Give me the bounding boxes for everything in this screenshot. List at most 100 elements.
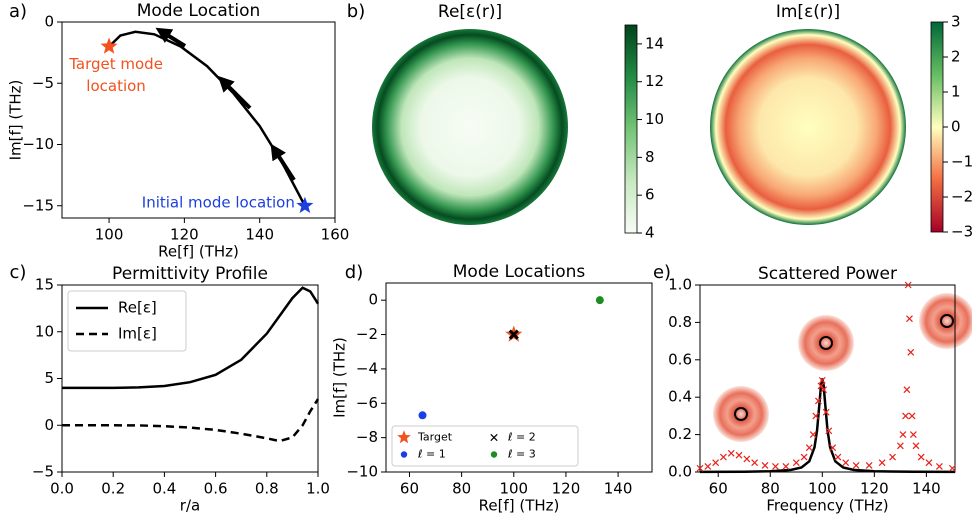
x-marker xyxy=(817,382,825,390)
x-marker xyxy=(829,444,837,452)
legend-label: ℓ = 3 xyxy=(507,448,536,461)
x-marker xyxy=(812,412,820,420)
y-tick-label: 10 xyxy=(35,322,54,340)
y-tick-label: 1.0 xyxy=(668,276,692,294)
colorbar-tick-label: 10 xyxy=(645,110,664,128)
x-marker xyxy=(825,427,833,435)
colorbar xyxy=(930,21,944,233)
x-tick-label: 60 xyxy=(400,480,419,498)
circle-marker xyxy=(595,296,604,305)
annotation: Target mode xyxy=(68,55,163,73)
x-marker xyxy=(818,376,826,384)
x-marker xyxy=(772,462,779,470)
legend-marker xyxy=(397,430,411,444)
x-marker xyxy=(896,442,904,450)
plot-frame xyxy=(61,21,336,219)
inset-ring xyxy=(819,336,833,350)
x-marker xyxy=(782,462,790,470)
y-axis-label: Im[f] (THz) xyxy=(331,337,349,418)
y-tick-label: 0.0 xyxy=(668,463,692,481)
x-marker xyxy=(902,412,909,420)
colorbar-tick-label: 2 xyxy=(951,48,961,66)
x-marker xyxy=(814,397,822,405)
y-tick-label: 15 xyxy=(35,276,54,294)
x-marker xyxy=(792,459,800,467)
series-line xyxy=(62,286,320,390)
colorbar-tick-label: −3 xyxy=(951,223,972,241)
y-tick-label: 0 xyxy=(44,416,54,434)
x-marker xyxy=(719,453,727,461)
y-tick-label: −5 xyxy=(32,74,54,92)
legend-label: Target xyxy=(417,431,453,444)
y-tick-label: −4 xyxy=(356,359,378,377)
x-marker xyxy=(735,451,743,459)
chart-title: Mode Locations xyxy=(453,262,586,282)
y-tick-label: −6 xyxy=(356,394,378,412)
series-line xyxy=(62,398,320,443)
x-tick-label: 80 xyxy=(452,480,471,498)
field-inset xyxy=(798,315,854,371)
field-insets xyxy=(713,293,972,442)
x-tick-label: 0.2 xyxy=(101,480,125,498)
x-tick-label: 120 xyxy=(552,480,581,498)
direction-arrows xyxy=(155,27,296,182)
legend-label: ℓ = 2 xyxy=(507,431,536,444)
panel-label: e) xyxy=(653,262,671,283)
x-marker xyxy=(948,464,956,472)
chart-title: Scattered Power xyxy=(758,264,897,284)
legend-label: Re[ε] xyxy=(118,299,157,317)
x-tick-label: 80 xyxy=(761,480,780,498)
chart-title: Im[ε(r)] xyxy=(776,2,840,22)
x-marker xyxy=(903,386,911,394)
y-tick-label: −15 xyxy=(22,196,54,214)
legend-marker xyxy=(400,451,408,458)
x-marker xyxy=(906,315,913,323)
y-tick-label: −8 xyxy=(356,428,378,446)
x-axis-label: Frequency (THz) xyxy=(766,497,888,515)
colorbar-tick-label: 12 xyxy=(645,72,664,90)
colorbar-tick-label: −2 xyxy=(951,188,972,206)
chart-title: Permittivity Profile xyxy=(112,264,268,284)
x-marker xyxy=(751,459,759,467)
legend-box xyxy=(391,425,579,467)
chart-title: Mode Location xyxy=(137,1,261,21)
x-marker xyxy=(820,386,828,394)
y-tick-label: 0.6 xyxy=(668,350,692,368)
x-marker xyxy=(805,444,813,452)
plot-frame xyxy=(385,282,653,473)
x-tick-label: 120 xyxy=(860,480,889,498)
colorbar-tick-label: −1 xyxy=(951,153,972,171)
y-tick-label: 0.4 xyxy=(668,388,692,406)
heatmap-disk xyxy=(372,29,568,225)
x-marker xyxy=(727,449,735,457)
x-marker xyxy=(878,459,886,467)
circle-marker xyxy=(418,411,427,420)
colorbar-tick-label: 0 xyxy=(951,118,961,136)
y-tick-label: 0.2 xyxy=(668,425,692,443)
x-tick-label: 0.8 xyxy=(255,480,279,498)
legend-label: Im[ε] xyxy=(118,325,157,343)
x-tick-label: 140 xyxy=(604,480,633,498)
x-marker xyxy=(743,455,751,463)
x-tick-label: 1.0 xyxy=(306,480,330,498)
x-tick-label: 60 xyxy=(709,480,728,498)
arrow xyxy=(155,27,187,48)
legend-box xyxy=(67,290,187,352)
x-marker xyxy=(704,462,712,470)
x-tick-label: 100 xyxy=(808,480,837,498)
x-marker xyxy=(842,459,850,467)
y-tick-label: 0.8 xyxy=(668,313,692,331)
panel-label: a) xyxy=(9,1,27,22)
x-marker xyxy=(834,453,842,461)
annotation: location xyxy=(86,77,146,95)
y-tick-label: 5 xyxy=(44,369,54,387)
x-marker xyxy=(865,462,873,469)
colorbar xyxy=(624,24,638,234)
x-axis-label: Re[f] (THz) xyxy=(479,497,560,515)
x-tick-label: 100 xyxy=(499,480,528,498)
colorbar-tick-label: 8 xyxy=(645,148,655,166)
y-tick-label: −2 xyxy=(356,325,378,343)
colorbar-tick-label: 1 xyxy=(951,83,961,101)
